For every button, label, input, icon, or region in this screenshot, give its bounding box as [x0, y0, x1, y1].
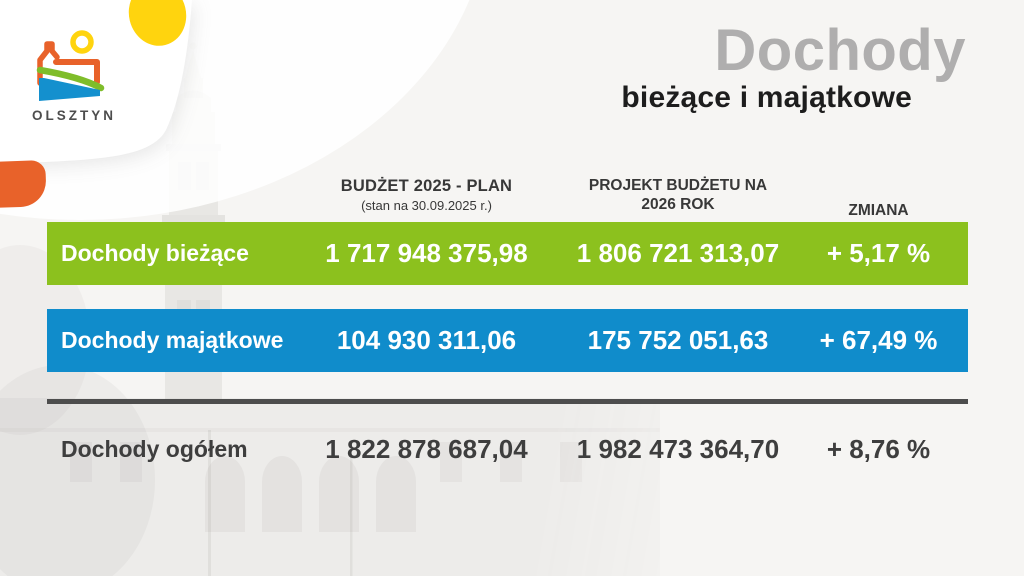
logo-river-icon: [39, 78, 100, 101]
header-spacer: [47, 176, 300, 222]
logo-hill-icon: [36, 66, 105, 92]
row-label: Dochody majątkowe: [61, 327, 284, 353]
title-block: Dochody bieżące i majątkowe: [621, 22, 966, 115]
cell-budget-2026: 1 806 721 313,07: [576, 238, 780, 268]
cell-change: + 8,76 %: [826, 433, 931, 464]
logo-roof-icon: [53, 59, 100, 85]
cell-change: + 67,49 %: [819, 325, 938, 355]
cell-change: + 5,17 %: [826, 238, 931, 268]
logo-city-name: OLSZTYN: [32, 108, 116, 123]
column-header-change: ZMIANA: [848, 202, 909, 219]
cell-budget-2026: 175 752 051,63: [587, 325, 769, 355]
cell-budget-2025: 1 822 878 687,04: [325, 433, 528, 464]
column-header-budget-2025: BUDŻET 2025 - PLAN (stan na 30.09.2025 r…: [340, 177, 513, 213]
page-subtitle: bieżące i majątkowe: [621, 81, 912, 114]
table-row-current-revenue: Dochody bieżące 1 717 948 375,98 1 806 7…: [47, 222, 968, 285]
total-divider: [47, 399, 968, 404]
logo-house-icon: [37, 41, 60, 86]
cell-budget-2026: 1 982 473 364,70: [576, 433, 780, 464]
page-title: Dochody: [714, 18, 966, 83]
table-header-row: BUDŻET 2025 - PLAN (stan na 30.09.2025 r…: [47, 176, 968, 222]
row-label: Dochody bieżące: [61, 240, 249, 266]
row-label: Dochody ogółem: [61, 435, 248, 462]
logo-sun-icon: [70, 30, 94, 54]
cell-budget-2025: 1 717 948 375,98: [325, 238, 528, 268]
table-row-total-revenue: Dochody ogółem 1 822 878 687,04 1 982 47…: [47, 404, 968, 494]
olsztyn-logo: OLSZTYN: [32, 30, 116, 123]
column-header-budget-2026: PROJEKT BUDŻETU NA 2026 ROK: [588, 177, 768, 214]
table-row-capital-revenue: Dochody majątkowe 104 930 311,06 175 752…: [47, 309, 968, 372]
cell-budget-2025: 104 930 311,06: [336, 325, 517, 355]
budget-table: BUDŻET 2025 - PLAN (stan na 30.09.2025 r…: [47, 176, 968, 494]
